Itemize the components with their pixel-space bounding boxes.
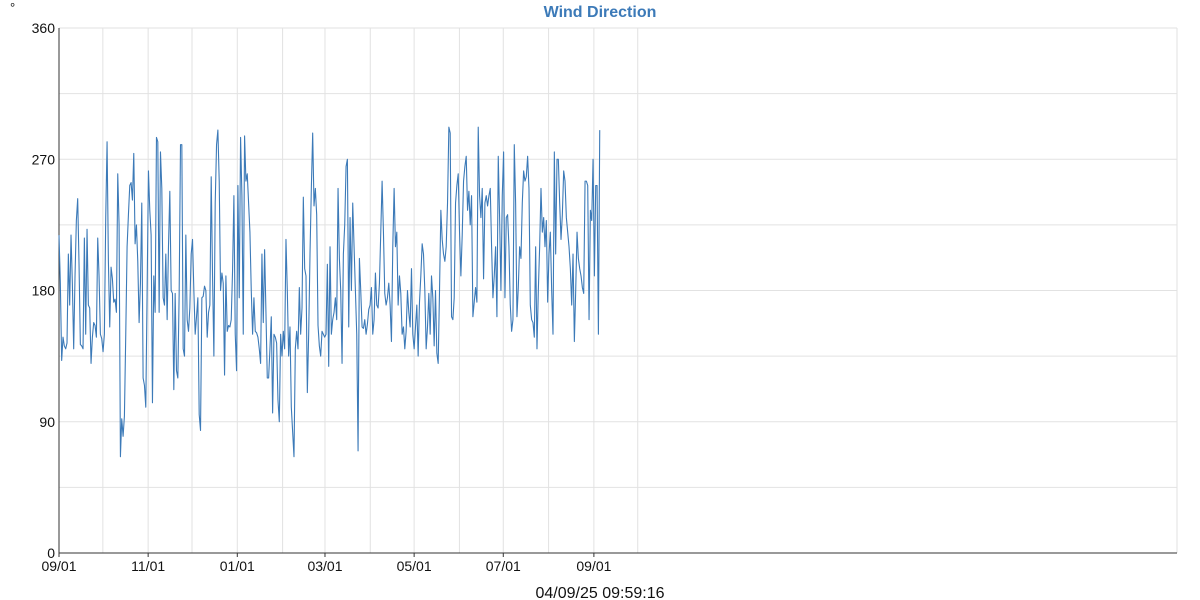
y-tick-label-3: 270 [32,151,56,167]
series-layer [58,126,601,458]
y-tick-label-4: 360 [32,20,56,36]
x-tick-label-5: 07/01 [486,558,521,574]
x-tick-label-6: 09/01 [576,558,611,574]
x-tick-label-3: 03/01 [307,558,342,574]
y-tick-label-1: 90 [39,414,55,430]
x-tick-label-1: 11/01 [131,558,165,574]
timestamp-label: 04/09/25 09:59:16 [535,585,664,600]
x-tick-label-2: 01/01 [220,558,255,574]
axes [58,28,1177,554]
y-tick-label-2: 180 [32,283,56,299]
wind-direction-series-line [58,126,601,458]
x-tick-label-0: 09/01 [41,558,76,574]
y-tick-label-0: 0 [47,545,55,561]
x-tick-label-4: 05/01 [397,558,432,574]
x-axis-ticks: 09/01 11/01 01/01 03/01 05/01 07/01 09/01 [41,553,612,574]
y-axis-ticks: 0 90 180 270 360 [32,20,56,561]
y-axis-unit-label: ° [10,0,15,15]
chart-title: Wind Direction [544,4,657,21]
